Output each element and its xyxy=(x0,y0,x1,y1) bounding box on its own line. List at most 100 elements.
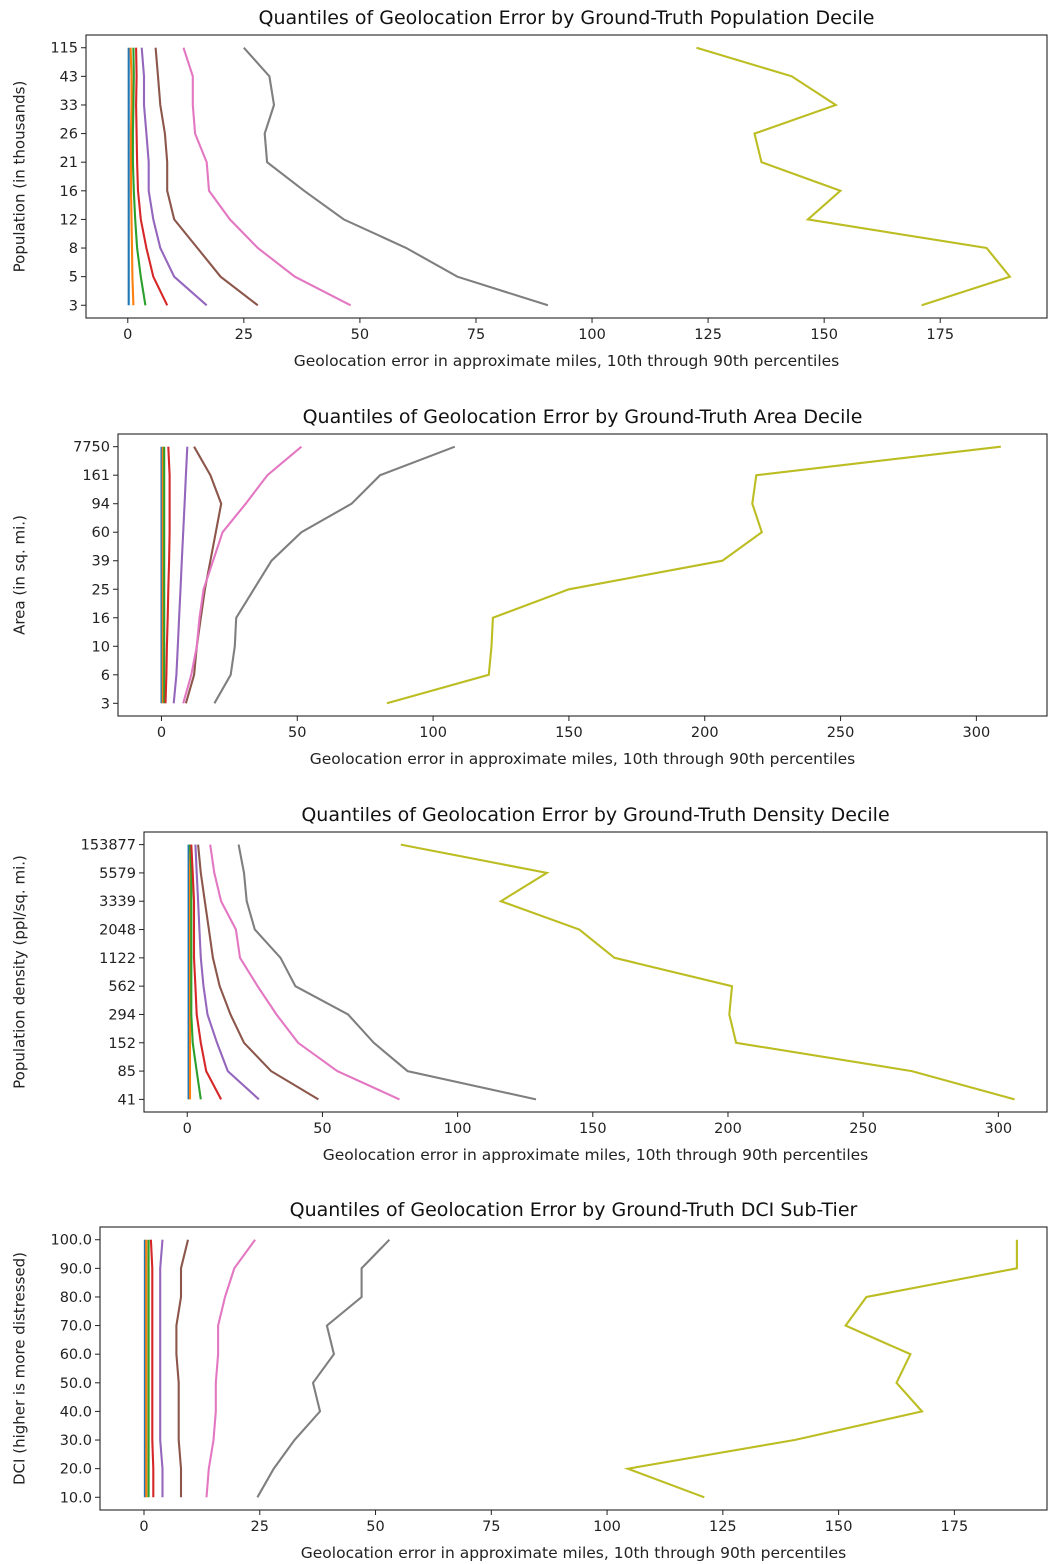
y-tick-label: 1122 xyxy=(99,951,136,967)
y-tick-label: 153877 xyxy=(81,838,136,854)
y-tick-label: 90.0 xyxy=(60,1261,92,1277)
x-tick-label: 75 xyxy=(467,327,485,343)
series-line-5 xyxy=(194,844,260,1101)
y-tick-label: 562 xyxy=(108,979,136,995)
y-tick-label: 12 xyxy=(60,212,78,228)
y-tick-label: 25 xyxy=(92,582,110,598)
series-line-4 xyxy=(190,844,223,1100)
x-tick-label: 100 xyxy=(444,1121,472,1137)
series-line-8 xyxy=(243,46,549,307)
series-line-9 xyxy=(400,843,1015,1101)
y-tick-label: 33 xyxy=(60,98,78,114)
x-tick-label: 100 xyxy=(578,327,606,343)
series-line-8 xyxy=(237,844,537,1101)
series-line-3 xyxy=(188,844,202,1100)
y-tick-label: 16 xyxy=(92,611,110,627)
y-tick-label: 60.0 xyxy=(60,1347,92,1363)
x-tick-label: 150 xyxy=(810,327,838,343)
x-tick-label: 150 xyxy=(579,1121,607,1137)
chart-panel-2: Quantiles of Geolocation Error by Ground… xyxy=(11,406,1048,768)
y-tick-label: 10.0 xyxy=(60,1490,92,1506)
y-tick-label: 3339 xyxy=(99,894,136,910)
x-tick-label: 50 xyxy=(351,327,369,343)
plot-frame xyxy=(117,433,1048,717)
y-tick-label: 70.0 xyxy=(60,1319,92,1335)
y-tick-label: 26 xyxy=(60,127,78,143)
x-axis-label: Geolocation error in approximate miles, … xyxy=(294,352,840,370)
y-tick-label: 7750 xyxy=(73,440,110,456)
y-tick-label: 294 xyxy=(108,1007,136,1023)
chart-panel-1: Quantiles of Geolocation Error by Ground… xyxy=(11,7,1048,370)
y-tick-label: 5579 xyxy=(99,866,136,882)
y-tick-label: 115 xyxy=(50,41,78,57)
y-tick-label: 40.0 xyxy=(60,1404,92,1420)
chart-title: Quantiles of Geolocation Error by Ground… xyxy=(290,1199,858,1221)
series-line-6 xyxy=(184,446,223,704)
y-tick-label: 41 xyxy=(118,1092,136,1108)
series-line-7 xyxy=(209,844,400,1101)
series-line-8 xyxy=(256,1238,391,1498)
x-axis-label: Geolocation error in approximate miles, … xyxy=(301,1544,847,1562)
chart-title: Quantiles of Geolocation Error by Ground… xyxy=(303,406,863,428)
y-tick-label: 100.0 xyxy=(50,1233,92,1249)
y-tick-label: 5 xyxy=(69,270,78,286)
chart-title: Quantiles of Geolocation Error by Ground… xyxy=(259,7,875,29)
x-tick-label: 100 xyxy=(593,1519,621,1535)
x-tick-label: 25 xyxy=(235,327,253,343)
y-tick-label: 50.0 xyxy=(60,1376,92,1392)
y-tick-label: 16 xyxy=(60,184,78,200)
series-line-7 xyxy=(182,445,303,704)
series-line-9 xyxy=(696,46,1012,307)
x-tick-label: 50 xyxy=(313,1121,331,1137)
x-tick-label: 150 xyxy=(555,725,583,741)
x-tick-label: 25 xyxy=(251,1519,269,1535)
y-tick-label: 39 xyxy=(92,554,110,570)
chart-panel-3: Quantiles of Geolocation Error by Ground… xyxy=(11,804,1048,1164)
series-line-7 xyxy=(182,47,352,307)
series-line-4 xyxy=(149,1239,155,1498)
y-axis-label: DCI (higher is more distressed) xyxy=(11,1252,29,1485)
x-tick-label: 200 xyxy=(691,725,719,741)
y-tick-label: 20.0 xyxy=(60,1462,92,1478)
y-tick-label: 161 xyxy=(82,468,110,484)
y-axis-label: Population (in thousands) xyxy=(11,81,29,273)
y-tick-label: 21 xyxy=(60,155,78,171)
y-tick-label: 80.0 xyxy=(60,1290,92,1306)
x-tick-label: 125 xyxy=(709,1519,737,1535)
series-line-2 xyxy=(129,47,135,306)
x-tick-label: 200 xyxy=(714,1121,742,1137)
y-tick-label: 3 xyxy=(69,298,78,314)
plot-frame xyxy=(99,1226,1048,1511)
series-line-8 xyxy=(213,445,456,704)
y-tick-label: 10 xyxy=(92,639,110,655)
y-tick-label: 60 xyxy=(92,525,110,541)
series-line-5 xyxy=(159,1239,164,1498)
series-line-7 xyxy=(205,1239,256,1498)
series-line-9 xyxy=(623,1239,1018,1499)
x-tick-label: 175 xyxy=(941,1519,969,1535)
y-tick-label: 8 xyxy=(69,241,78,257)
x-tick-label: 300 xyxy=(984,1121,1012,1137)
plot-frame xyxy=(143,831,1048,1113)
y-axis-label: Population density (ppl/sq. mi.) xyxy=(11,855,29,1089)
y-tick-label: 94 xyxy=(92,497,110,513)
x-tick-label: 250 xyxy=(827,725,855,741)
x-tick-label: 250 xyxy=(849,1121,877,1137)
series-line-6 xyxy=(175,1239,190,1498)
y-axis-label: Area (in sq. mi.) xyxy=(11,515,29,635)
x-tick-label: 125 xyxy=(694,327,722,343)
x-tick-label: 50 xyxy=(288,725,306,741)
series-line-3 xyxy=(131,47,147,306)
x-tick-label: 0 xyxy=(183,1121,192,1137)
y-tick-label: 6 xyxy=(101,668,110,684)
x-tick-label: 0 xyxy=(123,327,132,343)
chart-title: Quantiles of Geolocation Error by Ground… xyxy=(301,804,889,826)
x-axis-label: Geolocation error in approximate miles, … xyxy=(310,750,856,768)
plot-frame xyxy=(85,34,1048,319)
series-line-6 xyxy=(154,47,259,307)
y-tick-label: 43 xyxy=(60,69,78,85)
x-tick-label: 0 xyxy=(157,725,166,741)
y-tick-label: 2048 xyxy=(99,923,136,939)
y-tick-label: 30.0 xyxy=(60,1433,92,1449)
